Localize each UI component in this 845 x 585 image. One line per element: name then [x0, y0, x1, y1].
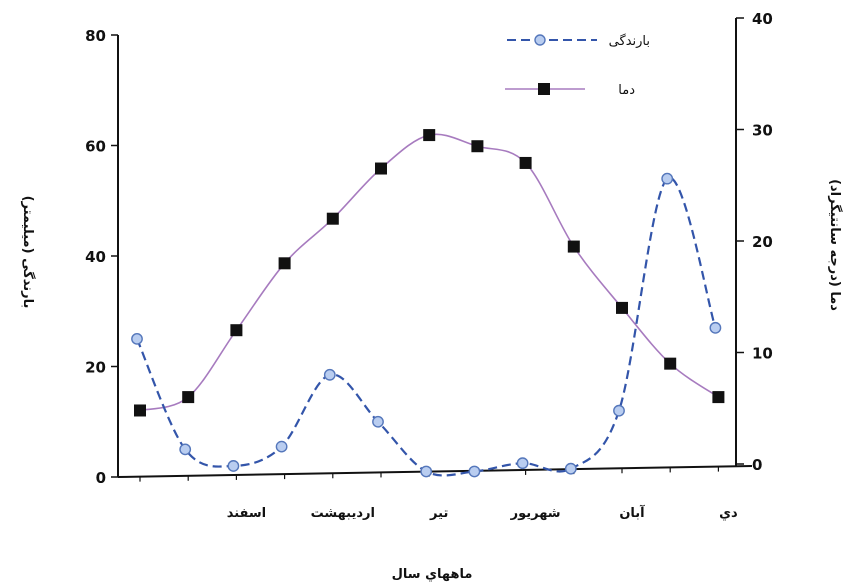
right-tick-label: 30	[752, 122, 773, 140]
right-tick-label: 0	[752, 456, 762, 474]
left-tick-label: 40	[85, 248, 106, 266]
legend-temperature-marker	[538, 83, 550, 95]
x-tick-label: اسفند	[227, 506, 266, 521]
temperature-point	[326, 212, 339, 225]
left-tick-label: 80	[85, 27, 106, 45]
rainfall-point	[131, 332, 143, 345]
rainfall-point	[709, 321, 722, 334]
right-axis-title: دما (درجه سانتیگراد)	[827, 179, 843, 311]
temperature-point	[616, 301, 628, 314]
temperature-point	[230, 324, 243, 337]
rainfall-point	[564, 462, 577, 475]
temperature-point	[375, 162, 387, 175]
temperature-point	[182, 391, 195, 404]
rainfall-point	[372, 415, 384, 428]
rainfall-point	[179, 443, 192, 456]
series-layer	[131, 129, 725, 478]
right-tick-label: 10	[752, 345, 773, 363]
temperature-point	[278, 257, 291, 270]
x-axis-title: ماههاي سال	[392, 567, 473, 582]
temperature-point	[664, 357, 677, 370]
rainfall-point	[516, 457, 529, 470]
axes	[117, 18, 753, 482]
right-tick-label: 20	[752, 233, 773, 251]
rainfall-point	[323, 368, 336, 381]
temperature-point	[134, 404, 146, 417]
x-tick-label: دي	[719, 506, 738, 521]
rainfall-point	[468, 465, 481, 478]
x-axis-line	[117, 465, 753, 478]
x-tick-label: شهريور	[510, 506, 561, 521]
x-tick-label: تير	[429, 506, 448, 521]
temperature-point	[519, 156, 532, 169]
left-tick-label: 0	[96, 469, 106, 487]
legend-temperature-label: دما	[618, 83, 635, 98]
rainfall-point	[613, 404, 625, 417]
temperature-line	[139, 133, 719, 412]
temperature-point	[423, 129, 436, 142]
rainfall-point	[661, 172, 674, 185]
temperature-point	[567, 240, 580, 253]
left-axis-ticks: 0 20 40 60 80	[85, 27, 118, 487]
left-tick-label: 60	[85, 138, 106, 156]
left-tick-label: 20	[85, 359, 106, 377]
legend: بارندگی دما	[505, 33, 650, 98]
rainfall-point	[275, 440, 288, 453]
right-tick-label: 40	[752, 10, 773, 28]
left-axis-title: بارندگی (میلیمتر)	[20, 196, 36, 309]
rainfall-point	[420, 465, 433, 478]
rainfall-line	[135, 176, 717, 477]
legend-rainfall-label: بارندگی	[609, 33, 650, 49]
x-tick-label: ارديبهشت	[311, 506, 375, 521]
x-axis-tick-labels: اسفند ارديبهشت تير شهريور آبان دي	[227, 504, 738, 521]
temperature-point	[471, 140, 484, 153]
right-axis-ticks: 0 10 20 30 40	[736, 10, 773, 474]
legend-rainfall-marker	[534, 34, 546, 46]
rainfall-point	[227, 460, 240, 472]
x-tick-label: آبان	[619, 504, 645, 521]
temperature-point	[712, 391, 725, 404]
